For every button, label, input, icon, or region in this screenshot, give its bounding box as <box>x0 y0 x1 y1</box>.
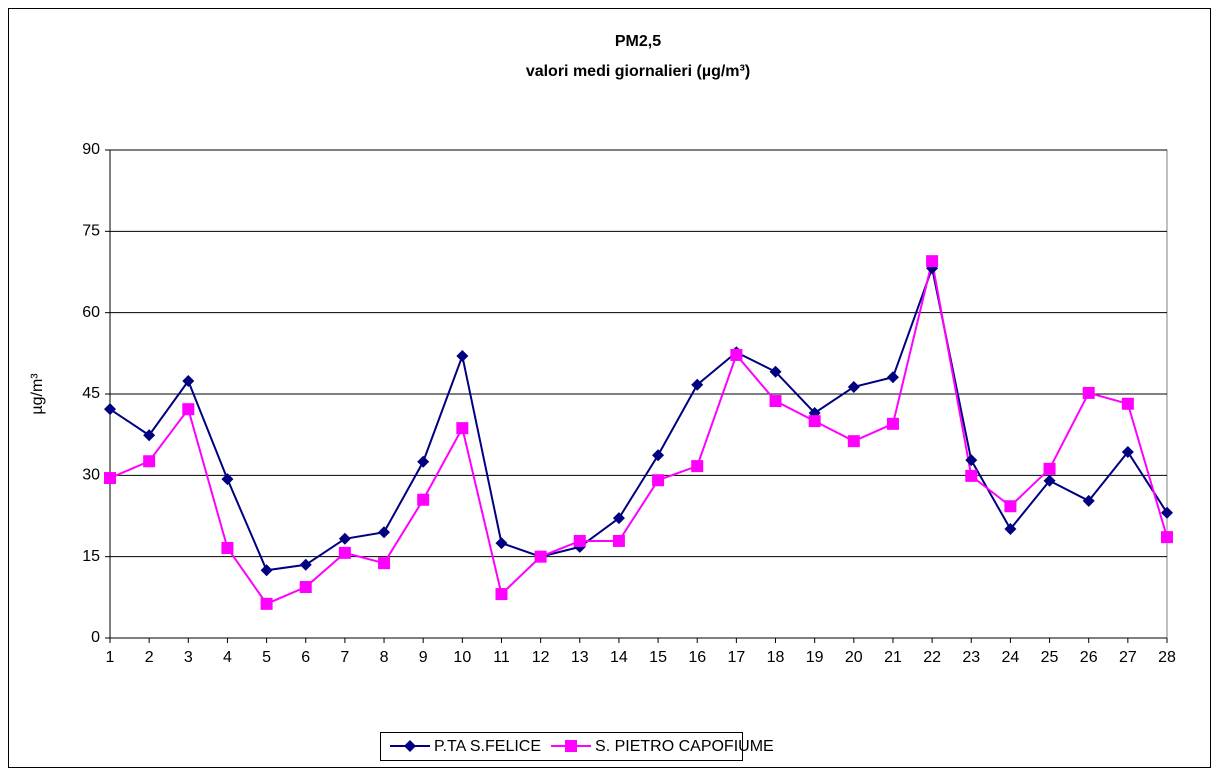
data-point <box>221 541 234 554</box>
x-tick-label: 7 <box>340 649 349 666</box>
data-point <box>143 429 156 442</box>
chart-subtitle: valori medi giornalieri (µg/m³) <box>526 63 750 80</box>
legend-label: P.TA S.FELICE <box>434 738 541 755</box>
x-tick-label: 10 <box>453 649 471 666</box>
data-point <box>652 474 665 487</box>
y-tick-label: 60 <box>82 304 100 321</box>
x-tick-label: 2 <box>145 649 154 666</box>
x-tick-label: 19 <box>806 649 824 666</box>
y-tick-label: 30 <box>82 467 100 484</box>
y-axis-label: µg/m³ <box>29 373 46 415</box>
x-tick-label: 23 <box>962 649 980 666</box>
data-point <box>808 415 821 428</box>
y-tick-label: 90 <box>82 141 100 158</box>
y-tick-label: 0 <box>91 629 100 646</box>
data-point <box>1161 506 1173 519</box>
data-point <box>769 365 782 378</box>
x-tick-label: 25 <box>1041 649 1059 666</box>
data-point <box>260 564 273 577</box>
data-point <box>534 550 547 563</box>
x-tick-label: 6 <box>301 649 310 666</box>
series-line <box>109 264 1168 572</box>
data-point <box>182 403 195 416</box>
legend-marker <box>565 740 578 752</box>
x-tick-label: 12 <box>532 649 550 666</box>
data-point <box>1121 397 1134 410</box>
x-tick-label: 22 <box>923 649 941 666</box>
data-point <box>378 557 391 570</box>
x-tick-label: 14 <box>610 649 628 666</box>
data-point <box>769 395 782 408</box>
data-point <box>573 534 586 547</box>
x-tick-label: 16 <box>688 649 706 666</box>
y-tick-label: 15 <box>82 548 100 565</box>
x-tick-label: 3 <box>184 649 193 666</box>
data-point <box>221 473 234 486</box>
data-point <box>730 348 743 361</box>
data-point <box>652 449 665 462</box>
data-point <box>886 417 899 430</box>
data-point <box>143 455 156 468</box>
x-tick-label: 9 <box>419 649 428 666</box>
data-point <box>456 350 469 363</box>
data-point <box>417 455 430 468</box>
data-point <box>1082 494 1095 507</box>
data-point <box>456 422 469 435</box>
x-tick-label: 18 <box>767 649 785 666</box>
data-point <box>1004 500 1017 513</box>
data-point <box>378 526 391 539</box>
x-tick-label: 17 <box>727 649 745 666</box>
legend-label: S. PIETRO CAPOFIUME <box>595 738 774 755</box>
x-tick-label: 15 <box>649 649 667 666</box>
y-tick-label: 75 <box>82 223 100 240</box>
x-tick-label: 26 <box>1080 649 1098 666</box>
data-point <box>1161 531 1173 544</box>
x-tick-label: 4 <box>223 649 232 666</box>
data-point <box>299 581 312 594</box>
data-point <box>886 371 899 384</box>
chart-title: PM2,5 <box>615 33 661 50</box>
data-point <box>299 558 312 571</box>
data-point <box>104 472 116 485</box>
data-point <box>691 378 704 391</box>
x-tick-label: 1 <box>106 649 115 666</box>
data-point <box>1082 386 1095 399</box>
data-point <box>338 546 351 559</box>
data-point <box>260 597 273 610</box>
data-point <box>612 534 625 547</box>
data-point <box>104 403 116 416</box>
x-tick-label: 28 <box>1158 649 1176 666</box>
data-point <box>1004 523 1017 536</box>
x-tick-label: 24 <box>1002 649 1020 666</box>
data-point <box>417 493 430 506</box>
data-point <box>691 460 704 473</box>
y-tick-label: 45 <box>82 385 100 402</box>
data-point <box>1043 474 1056 487</box>
x-tick-label: 13 <box>571 649 589 666</box>
x-tick-label: 11 <box>493 649 510 666</box>
data-point <box>495 588 508 601</box>
series-line <box>109 260 1168 606</box>
data-point <box>182 374 195 387</box>
x-tick-label: 21 <box>884 649 902 666</box>
data-point <box>965 454 978 467</box>
legend-marker <box>404 740 416 752</box>
data-point <box>847 380 860 393</box>
data-point <box>926 255 939 268</box>
data-point <box>495 537 508 550</box>
data-point <box>1043 462 1056 475</box>
data-point <box>1121 446 1134 459</box>
x-tick-label: 27 <box>1119 649 1137 666</box>
data-point <box>338 532 351 545</box>
data-point <box>612 512 625 525</box>
x-tick-label: 8 <box>380 649 389 666</box>
data-point <box>847 435 860 448</box>
x-tick-label: 5 <box>262 649 271 666</box>
data-point <box>965 469 978 482</box>
x-tick-label: 20 <box>845 649 863 666</box>
